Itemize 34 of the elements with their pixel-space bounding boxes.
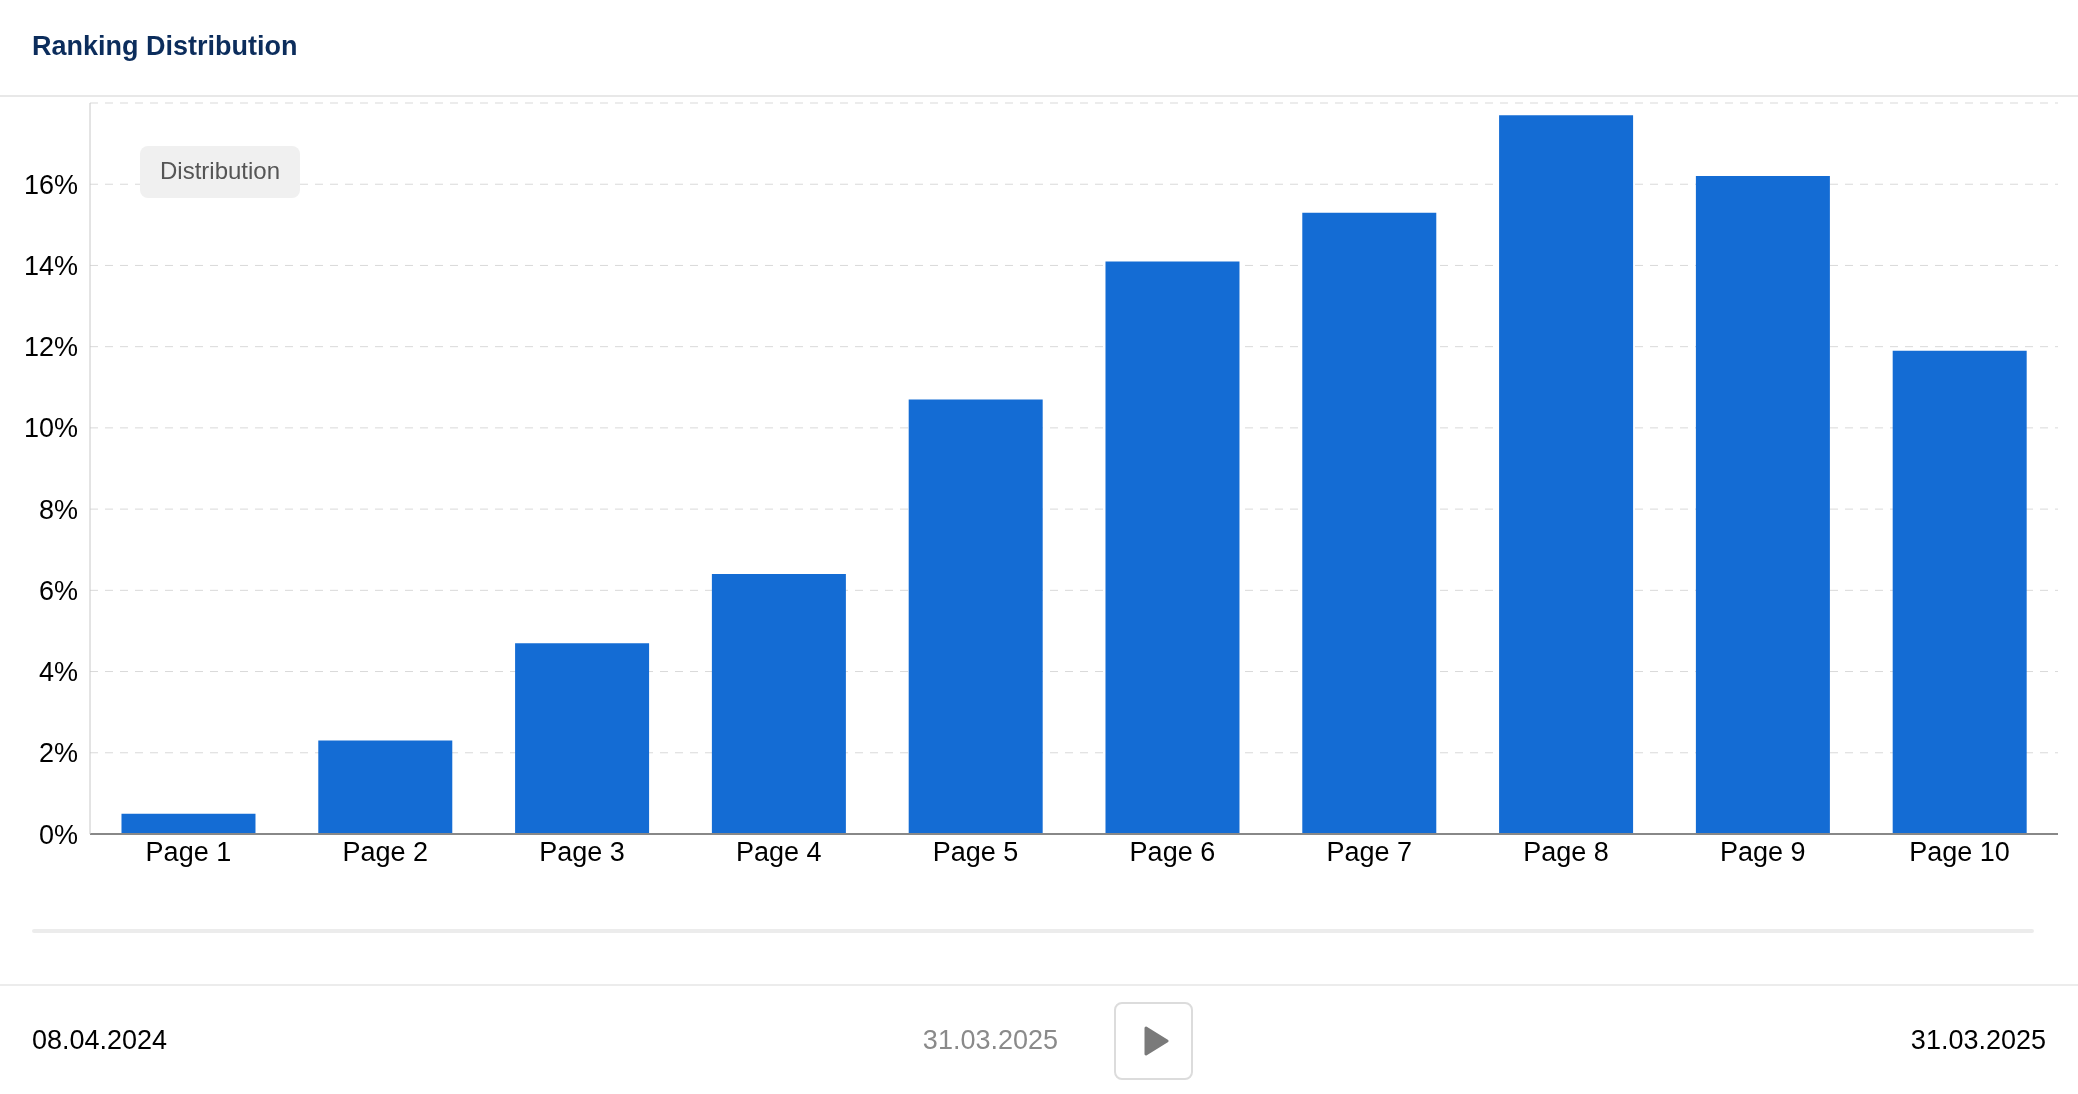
x-tick-label: Page 5 <box>932 837 1019 868</box>
bar <box>318 740 453 834</box>
x-tick-label: Page 10 <box>1909 837 2010 868</box>
y-tick-label: 2% <box>38 738 78 769</box>
y-tick-label: 0% <box>38 819 78 850</box>
bar <box>1105 261 1240 834</box>
x-tick-label: Page 2 <box>342 837 428 868</box>
y-tick-label: 8% <box>38 494 78 525</box>
bar <box>121 813 256 834</box>
bar <box>1302 212 1437 834</box>
bar <box>515 643 650 834</box>
bar <box>1892 350 2027 834</box>
x-tick-label: Page 6 <box>1129 837 1216 868</box>
bar <box>1695 176 1830 834</box>
legend-title: Distribution <box>160 156 281 186</box>
y-tick-label: 10% <box>23 413 78 444</box>
x-tick-label: Page 4 <box>736 837 822 868</box>
x-tick-label: Page 1 <box>145 837 232 868</box>
x-tick-label: Page 3 <box>539 837 625 868</box>
x-tick-label: Page 7 <box>1326 837 1412 868</box>
chart-title: Ranking Distribution <box>32 30 298 62</box>
text: 31.03.2025 <box>922 1024 1058 1056</box>
y-tick-label: 14% <box>23 251 78 282</box>
y-tick-label: 12% <box>23 332 78 363</box>
bar <box>711 574 846 834</box>
text: 08.04.2024 <box>32 1024 168 1056</box>
x-tick-label: Page 9 <box>1720 837 1806 868</box>
x-tick-label: Page 8 <box>1523 837 1609 868</box>
y-tick-label: 16% <box>23 169 78 200</box>
y-tick-label: 6% <box>38 575 78 606</box>
bar <box>1499 115 1634 834</box>
y-tick-label: 4% <box>38 657 78 688</box>
bar <box>908 399 1043 834</box>
text: 31.03.2025 <box>1910 1024 2046 1056</box>
